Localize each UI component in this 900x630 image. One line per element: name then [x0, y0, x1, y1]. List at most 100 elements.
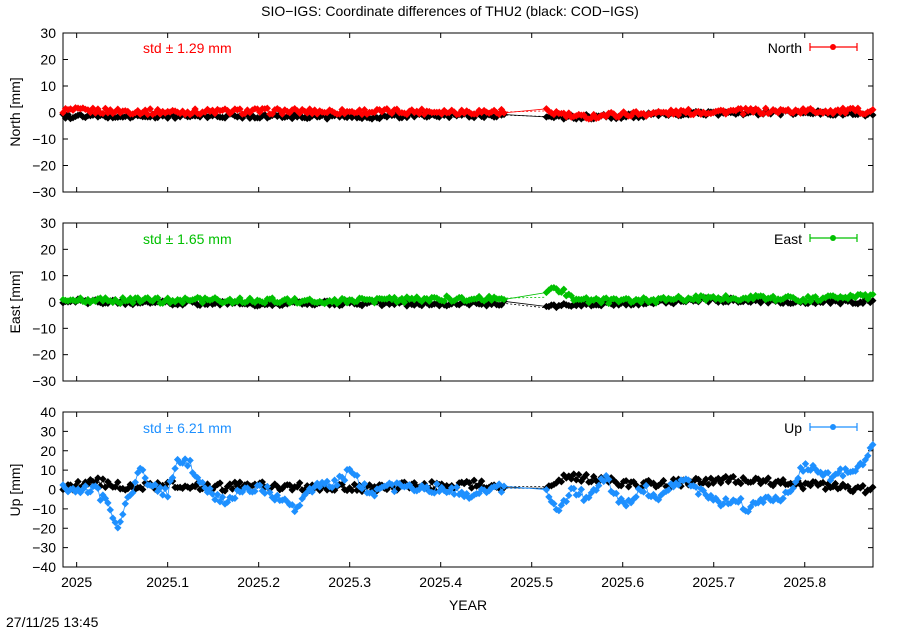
north-legend-glyph	[809, 43, 858, 51]
up-data-point	[831, 479, 840, 488]
x-tick-label: 2025	[61, 574, 92, 590]
east-data-point	[500, 295, 508, 304]
up-data-point	[595, 481, 603, 490]
panel-east: East [mm] std ± 1.65 mm East 30 20 10 0 −10 −…	[7, 215, 877, 389]
up-y-tick-label: 0	[48, 482, 56, 498]
up-data-point	[555, 506, 563, 515]
up-data-point	[273, 491, 281, 500]
north-series-sio-igs-points	[59, 104, 877, 123]
north-data-point	[684, 105, 693, 114]
up-data-point	[151, 481, 159, 489]
up-data-point	[213, 490, 222, 499]
up-data-point	[722, 472, 730, 481]
up-data-point	[664, 486, 673, 494]
up-data-point	[164, 493, 172, 501]
x-tick-label: 2025.3	[328, 574, 371, 590]
north-y-tick-label: −20	[32, 158, 56, 174]
up-data-point	[575, 470, 583, 479]
up-legend-label: Up	[784, 420, 802, 436]
up-data-point	[799, 485, 807, 493]
east-gap-connector	[506, 296, 546, 299]
east-y-tick-label: 0	[48, 294, 56, 310]
east-y-tick-label: −10	[32, 320, 56, 336]
north-tick-labels: 30 20 10 0 −10 −20 −30	[32, 25, 56, 200]
up-data-point	[859, 482, 867, 490]
up-data-point	[570, 470, 578, 478]
east-data-point	[869, 290, 877, 299]
up-data-point	[353, 471, 361, 480]
east-series-sio-igs-points	[59, 284, 877, 308]
up-data-point	[81, 482, 90, 490]
up-data-point	[557, 478, 566, 486]
north-legend-label: North	[768, 40, 802, 56]
up-y-tick-label: −10	[32, 501, 56, 517]
up-data-point	[251, 487, 259, 495]
up-data-point	[497, 488, 506, 496]
up-data-point	[263, 482, 271, 491]
up-data-point	[360, 480, 369, 488]
up-y-tick-label: 30	[40, 423, 56, 439]
up-data-point	[674, 481, 683, 489]
north-data-point	[144, 110, 152, 119]
east-tick-labels: 30 20 10 0 −10 −20 −30	[32, 215, 56, 389]
north-plot-area	[59, 32, 877, 193]
up-data-point	[639, 488, 648, 496]
up-data-point	[161, 484, 169, 493]
up-data-point	[198, 478, 207, 487]
up-data-point	[340, 476, 349, 484]
up-data-point	[370, 492, 379, 500]
up-data-point	[139, 466, 147, 474]
north-y-tick-label: 0	[48, 105, 56, 121]
up-data-point	[206, 485, 214, 493]
east-data-point	[804, 292, 812, 301]
up-data-point	[168, 474, 177, 482]
up-std-label: std ± 6.21 mm	[143, 420, 232, 436]
up-series-sio-igs-points	[59, 441, 877, 532]
east-gap-connector	[506, 303, 546, 309]
north-axis-label: North [mm]	[7, 77, 23, 146]
up-data-point	[236, 478, 244, 486]
east-data-point	[440, 297, 448, 305]
x-tick-label: 2025.4	[419, 574, 462, 590]
north-gap-connector	[506, 114, 546, 117]
up-data-point	[104, 499, 112, 507]
up-data-point	[570, 484, 578, 493]
panel-up: Up [mm] std ± 6.21 mm Up 40 30 20 10 0 −10 −20…	[7, 404, 877, 590]
up-data-point	[632, 493, 640, 501]
up-data-point	[801, 460, 810, 468]
up-data-point	[764, 474, 772, 482]
x-axis-label: YEAR	[449, 597, 487, 613]
up-data-point	[759, 498, 767, 507]
up-data-point	[333, 481, 341, 489]
up-data-point	[587, 478, 595, 486]
up-data-point	[218, 493, 227, 501]
up-y-tick-label: −30	[32, 540, 56, 556]
up-data-point	[500, 482, 508, 490]
up-data-point	[208, 490, 217, 498]
up-data-point	[119, 510, 127, 519]
up-data-point	[779, 494, 787, 503]
up-plot-area	[59, 411, 877, 568]
up-data-point	[74, 477, 82, 486]
up-data-point	[308, 488, 316, 496]
up-data-point	[129, 489, 137, 497]
up-y-tick-label: −40	[32, 559, 56, 575]
up-data-point	[470, 476, 478, 484]
up-y-tick-label: −20	[32, 520, 56, 536]
up-data-point	[722, 495, 730, 503]
up-data-point	[433, 480, 441, 488]
up-data-point	[99, 475, 107, 483]
up-data-point	[737, 494, 745, 503]
up-data-point	[139, 485, 147, 494]
up-data-point	[575, 490, 583, 499]
panel-north: North [mm] std ± 1.29 mm North 30 20 10 0 −1…	[7, 25, 877, 200]
north-y-tick-label: −30	[32, 184, 56, 200]
north-data-point	[146, 105, 154, 113]
up-data-point	[448, 484, 456, 492]
north-y-tick-label: 30	[40, 25, 56, 41]
up-data-point	[348, 486, 356, 495]
up-data-point	[605, 475, 613, 484]
up-data-point	[869, 483, 877, 491]
up-data-point	[288, 501, 296, 509]
